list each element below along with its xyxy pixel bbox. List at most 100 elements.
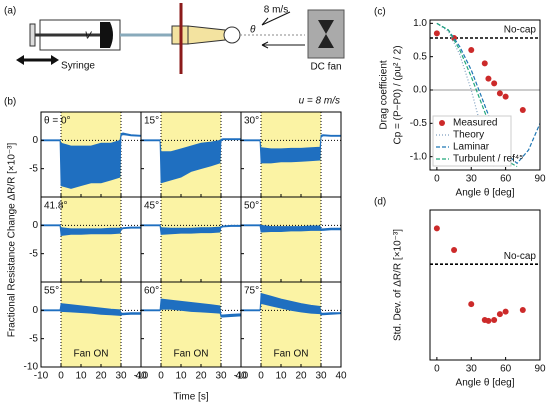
flow-arrow bbox=[261, 41, 305, 49]
syringe-label: Syringe bbox=[61, 61, 95, 72]
y-tick-label: -10 bbox=[24, 362, 39, 373]
fan-span bbox=[161, 282, 221, 367]
y-tick-label: 1.0 bbox=[413, 18, 427, 29]
x-tick-label: 10 bbox=[175, 371, 187, 382]
panel-label: (a) bbox=[4, 6, 16, 17]
x-axis-label: Angle θ [deg] bbox=[456, 378, 515, 389]
y-axis-label: Fractional Resistance Change ΔR/R [×10⁻³… bbox=[7, 143, 18, 338]
trace-lower bbox=[41, 134, 142, 189]
trace-lower bbox=[241, 225, 341, 233]
y-axis-label-2: Cp = (P−P0) / (ρu² / 2) bbox=[393, 45, 404, 144]
fan-span bbox=[61, 282, 121, 367]
point bbox=[433, 225, 440, 232]
volume-label: V bbox=[85, 31, 93, 42]
x-tick-label: 10 bbox=[275, 371, 287, 382]
y-tick-label: -0.5 bbox=[410, 118, 428, 129]
subplot-frame bbox=[240, 281, 342, 368]
x-tick-label: 30 bbox=[466, 364, 478, 375]
y-tick-label: 0 bbox=[32, 305, 38, 316]
trace-lower bbox=[241, 135, 341, 164]
trace-band bbox=[141, 138, 241, 183]
point bbox=[519, 307, 526, 313]
y-tick-label: 0.5 bbox=[413, 51, 427, 62]
speed-label: 8 m/s bbox=[264, 5, 288, 16]
panel-label: (c) bbox=[374, 7, 386, 18]
syringe-piston bbox=[100, 22, 113, 48]
x-axis-label: Angle θ [deg] bbox=[456, 188, 515, 199]
x-tick-label: 30 bbox=[215, 371, 227, 382]
legend-label: Laminar bbox=[453, 142, 490, 153]
point bbox=[502, 308, 509, 315]
fan-label: Fan ON bbox=[173, 349, 208, 360]
point bbox=[491, 317, 498, 323]
x-tick-label: 0 bbox=[258, 371, 264, 382]
point bbox=[481, 60, 488, 67]
point bbox=[485, 75, 492, 82]
trace-band bbox=[241, 293, 341, 315]
x-tick-label: -10 bbox=[34, 371, 49, 382]
x-tick-label: 90 bbox=[534, 364, 546, 375]
subplot-label: 75° bbox=[244, 286, 259, 297]
cone bbox=[187, 25, 226, 45]
point bbox=[433, 30, 440, 37]
y-axis-label: Std. Dev. of ΔR/R [×10⁻³] bbox=[393, 229, 404, 341]
y-tick-label: 0.0 bbox=[413, 85, 427, 96]
fan-span bbox=[61, 197, 121, 282]
subplot-label: 30° bbox=[244, 116, 259, 127]
trace-upper bbox=[241, 224, 341, 230]
x-tick-label: 0 bbox=[158, 371, 164, 382]
trace-upper bbox=[41, 224, 141, 230]
subplot-label: 50° bbox=[244, 201, 259, 212]
fan-label: DC fan bbox=[310, 62, 341, 73]
x-tick-label: -10 bbox=[234, 371, 249, 382]
y-tick-label: -5 bbox=[29, 333, 38, 344]
trace-band bbox=[41, 132, 141, 189]
subplot-label: 60° bbox=[144, 286, 159, 297]
x-tick-label: 0 bbox=[434, 174, 440, 185]
trace-upper bbox=[141, 298, 242, 316]
point bbox=[502, 93, 509, 100]
fan-span bbox=[261, 197, 321, 282]
x-tick-label: 60 bbox=[500, 364, 512, 375]
x-tick-label: 20 bbox=[195, 371, 207, 382]
legend-label: Turbulent / ref⁴⁵ bbox=[453, 154, 523, 165]
point bbox=[519, 107, 526, 113]
trace-lower bbox=[141, 308, 242, 318]
trace-lower bbox=[41, 310, 141, 316]
x-tick-label: 60 bbox=[500, 174, 512, 185]
point bbox=[491, 80, 498, 87]
reference-label: No-cap bbox=[504, 25, 537, 36]
subplot-label: θ = 0° bbox=[44, 116, 71, 127]
x-tick-label: 40 bbox=[135, 371, 147, 382]
trace-band bbox=[41, 224, 141, 236]
subplot-label: 41.8° bbox=[44, 201, 67, 212]
legend-label: Measured bbox=[453, 118, 497, 129]
trace-upper bbox=[241, 292, 341, 314]
panel-label: (b) bbox=[4, 97, 16, 108]
legend-box bbox=[432, 115, 512, 167]
trace-band bbox=[241, 134, 341, 163]
x-tick-label: 30 bbox=[115, 371, 127, 382]
x-tick-label: 40 bbox=[335, 371, 347, 382]
plot-frame bbox=[429, 19, 541, 171]
syringe-plunger-end bbox=[29, 23, 36, 47]
x-tick-label: 20 bbox=[295, 371, 307, 382]
trace-lower bbox=[141, 225, 241, 235]
fan-blade bbox=[318, 20, 334, 48]
trace-band bbox=[41, 303, 141, 316]
y-tick-label: -5 bbox=[29, 163, 38, 174]
point bbox=[468, 301, 475, 308]
y-tick-label: -1.0 bbox=[410, 151, 428, 162]
trace-upper bbox=[41, 303, 141, 314]
subplot-label: 15° bbox=[144, 116, 159, 127]
y-tick-label: -5 bbox=[29, 248, 38, 259]
trace-lower bbox=[41, 225, 141, 236]
fan-span bbox=[161, 197, 221, 282]
trace-upper bbox=[41, 132, 142, 147]
y-tick-label: 0 bbox=[32, 220, 38, 231]
legend-marker bbox=[439, 120, 445, 126]
x-tick-label: 90 bbox=[534, 174, 546, 185]
legend-label: Theory bbox=[453, 130, 484, 141]
point bbox=[451, 247, 458, 253]
